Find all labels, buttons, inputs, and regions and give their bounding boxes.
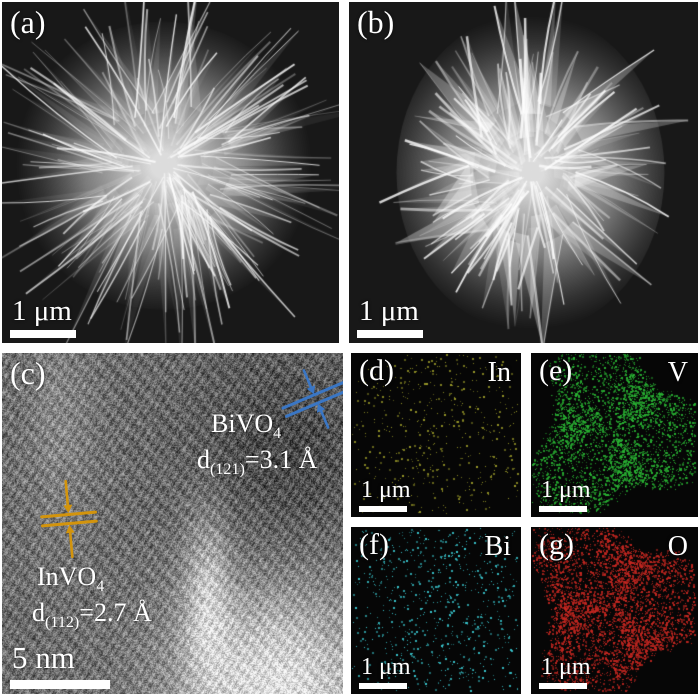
panel-a: (a) 1 μm [2,2,339,343]
bivo4-formula: BiVO4 [211,409,282,443]
scale-bar-line [357,330,423,338]
panel-g-label: (g) [539,528,574,561]
panel-a-label: (a) [10,4,46,40]
panel-b: (b) 1 μm [349,2,698,343]
element-label-o: O [667,531,688,562]
bivo4-annotation: BiVO4 d(121)=3.1 Å [197,408,317,480]
scale-bar-label: 1 μm [541,653,591,680]
panel-g-scale-bar: 1 μm [539,653,591,689]
scale-bar-line [10,330,76,338]
scale-bar-line [539,506,587,512]
scale-bar-line [359,506,407,512]
invo4-lattice-marker [40,479,98,559]
eds-map-in [351,353,521,517]
panel-e-label: (e) [539,354,573,387]
panel-f: (f) Bi 1 μm [351,527,521,694]
scale-bar-label: 1 μm [12,294,72,327]
eds-map-v [531,353,698,517]
panel-e-scale-bar: 1 μm [539,476,591,512]
sem-image-a [2,2,339,343]
scale-bar-label: 5 nm [12,640,75,676]
bivo4-lattice-marker [281,369,343,429]
panel-b-scale-bar: 1 μm [357,294,423,338]
panel-d-scale-bar: 1 μm [359,476,411,512]
panel-c: (c) BiVO4 d(121)=3.1 Å InVO4 d(112)=2.7 … [2,353,343,694]
panel-b-label: (b) [357,4,395,40]
eds-map-bi [351,527,521,694]
panel-g: (g) O 1 μm [531,527,698,694]
panel-a-scale-bar: 1 μm [10,294,76,338]
bivo4-dspacing: d(121)=3.1 Å [197,444,318,479]
panel-d-label: (d) [359,354,394,387]
sem-image-b [349,2,698,343]
eds-map-o [531,527,698,694]
scale-bar-line [359,683,407,689]
panel-c-label: (c) [10,355,46,391]
panel-c-scale-bar: 5 nm [10,642,110,689]
panel-f-scale-bar: 1 μm [359,653,411,689]
lattice-marker-overlay [40,369,343,559]
panel-d: (d) In 1 μm [351,353,521,517]
element-label-bi: Bi [484,531,511,562]
scale-bar-label: 1 μm [361,653,411,680]
scale-bar-label: 1 μm [359,294,419,327]
panel-e: (e) V 1 μm [531,353,698,517]
scale-bar-line [539,683,587,689]
element-label-v: V [667,357,688,388]
scale-bar-line [10,680,110,689]
invo4-annotation: InVO4 d(112)=2.7 Å [32,561,152,633]
scale-bar-label: 1 μm [541,476,591,503]
invo4-formula: InVO4 [37,562,105,596]
element-label-in: In [487,357,511,388]
invo4-dspacing: d(112)=2.7 Å [32,597,152,632]
scale-bar-label: 1 μm [361,476,411,503]
panel-f-label: (f) [359,528,389,561]
